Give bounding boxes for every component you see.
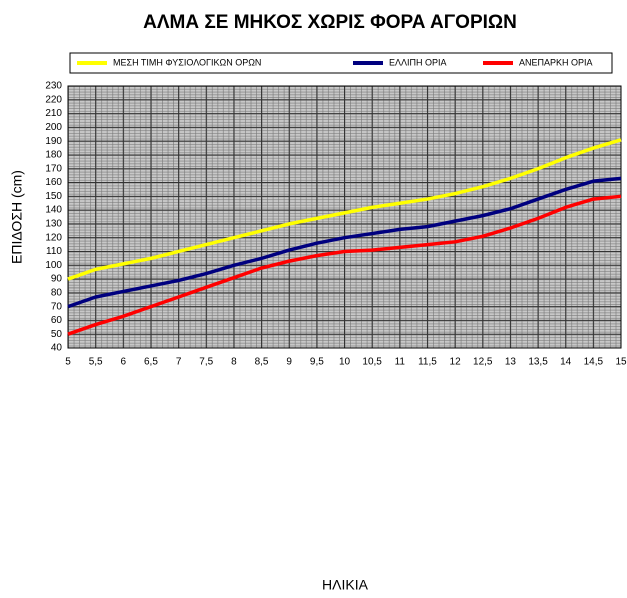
x-tick-label: 7,5 xyxy=(199,357,213,368)
y-tick-label: 220 xyxy=(45,94,62,105)
x-tick-label: 7 xyxy=(176,357,182,368)
plot-border xyxy=(67,85,622,349)
series-line xyxy=(67,138,622,281)
y-tick-label: 190 xyxy=(45,136,62,147)
x-tick-label: 10,5 xyxy=(362,357,382,368)
series-line xyxy=(67,176,622,309)
x-tick-label: 9,5 xyxy=(310,357,324,368)
y-tick-label: 60 xyxy=(51,315,63,326)
y-tick-label: 40 xyxy=(51,343,63,354)
x-tick-label: 15 xyxy=(615,357,627,368)
y-tick-label: 150 xyxy=(45,191,62,202)
x-axis-title: ΗΛΙΚΙΑ xyxy=(322,577,369,593)
x-tick-label: 12,5 xyxy=(473,357,493,368)
x-tick-label: 8,5 xyxy=(255,357,269,368)
y-tick-label: 230 xyxy=(45,81,62,92)
x-tick-label: 13,5 xyxy=(528,357,548,368)
y-axis-title: ΕΠΙΔΟΣΗ (cm) xyxy=(9,170,25,264)
y-tick-label: 160 xyxy=(45,177,62,188)
x-tick-label: 12 xyxy=(450,357,462,368)
y-tick-label: 200 xyxy=(45,122,62,133)
x-tick-label: 6 xyxy=(121,357,127,368)
x-tick-label: 14 xyxy=(560,357,572,368)
y-tick-label: 120 xyxy=(45,232,62,243)
legend-label: ΑΝΕΠΑΡΚΗ ΟΡΙΑ xyxy=(519,57,593,67)
chart-title: ΑΛΜΑ ΣΕ ΜΗΚΟΣ ΧΩΡΙΣ ΦΟΡΑ ΑΓΟΡΙΩΝ xyxy=(143,12,517,33)
legend xyxy=(69,52,613,74)
x-tick-label: 9 xyxy=(286,357,292,368)
x-tick-label: 11 xyxy=(395,357,406,368)
x-tick-label: 11,5 xyxy=(418,357,437,368)
x-tick-label: 14,5 xyxy=(584,357,604,368)
x-tick-label: 10 xyxy=(339,357,351,368)
y-tick-label: 70 xyxy=(51,301,63,312)
y-tick-label: 100 xyxy=(45,260,62,271)
y-tick-label: 130 xyxy=(45,219,62,230)
y-tick-label: 210 xyxy=(45,108,62,119)
y-tick-label: 50 xyxy=(51,329,63,340)
x-tick-label: 5 xyxy=(65,357,71,368)
legend-label: ΜΕΣΗ ΤΙΜΗ ΦΥΣΙΟΛΟΓΙΚΩΝ ΟΡΩΝ xyxy=(113,57,261,67)
y-tick-label: 170 xyxy=(45,163,62,174)
x-tick-label: 6,5 xyxy=(144,357,158,368)
y-tick-label: 80 xyxy=(51,287,63,298)
x-tick-label: 5,5 xyxy=(89,357,103,368)
y-tick-label: 140 xyxy=(45,205,62,216)
legend-label: ΕΛΛΙΠΗ ΟΡΙΑ xyxy=(389,57,447,67)
y-tick-label: 90 xyxy=(51,274,63,285)
x-tick-label: 13 xyxy=(505,357,517,368)
x-tick-label: 8 xyxy=(231,357,237,368)
y-tick-label: 110 xyxy=(46,246,62,257)
y-tick-label: 180 xyxy=(45,150,62,161)
series-line xyxy=(67,194,622,336)
